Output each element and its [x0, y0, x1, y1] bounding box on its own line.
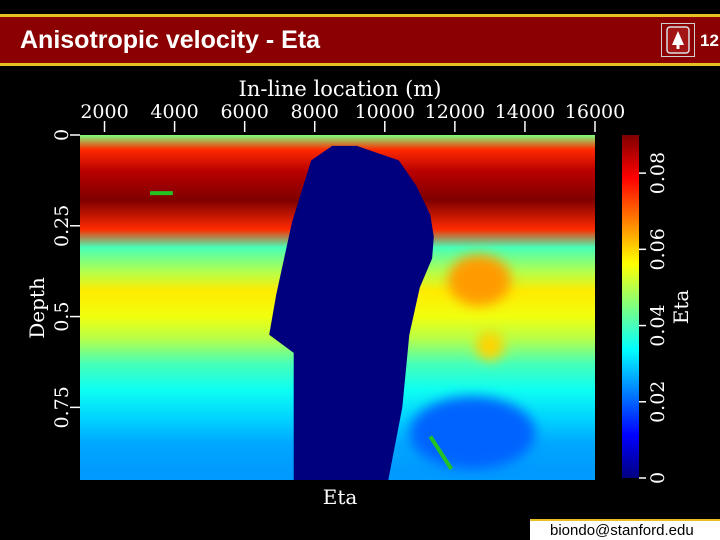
- x-tick-label: 6000: [220, 101, 268, 123]
- footer-email[interactable]: biondo@stanford.edu: [550, 522, 694, 539]
- eta-anomaly: [475, 331, 504, 361]
- colorbar-tick-label: 0: [647, 472, 669, 484]
- colorbar-tick-label: 0.08: [647, 152, 669, 194]
- salt-body-region: [269, 145, 434, 480]
- top-axis-label: In-line location (m): [239, 77, 442, 101]
- colorbar: [622, 135, 639, 478]
- slide-title: Anisotropic velocity - Eta: [20, 26, 321, 54]
- x-axis-ticks: 2000 4000 6000 8000 10000 12000 14000 16000: [80, 101, 625, 132]
- y-tick-label: 0.5: [51, 301, 73, 331]
- annotation-markers: [150, 191, 454, 471]
- slide-number: 12: [700, 31, 719, 50]
- footer-bar: biondo@stanford.edu: [530, 519, 720, 540]
- colorbar-tick-label: 0.06: [647, 228, 669, 270]
- y-tick-label: 0: [51, 129, 73, 141]
- colorbar-ticks: 0 0.02 0.04 0.06 0.08: [639, 152, 669, 484]
- y-axis-ticks: 0 0.25 0.5 0.75: [51, 129, 80, 429]
- y-tick-label: 0.75: [51, 386, 73, 428]
- eta-anomaly: [447, 254, 511, 306]
- stanford-seal-icon: [661, 23, 695, 57]
- x-axis-label: Eta: [323, 485, 358, 509]
- eta-anomaly: [409, 396, 536, 470]
- x-tick-label: 16000: [565, 101, 625, 123]
- marker-line: [428, 435, 454, 471]
- x-tick-label: 14000: [495, 101, 555, 123]
- x-tick-label: 12000: [425, 101, 485, 123]
- colorbar-label: Eta: [669, 290, 693, 325]
- x-tick-label: 10000: [355, 101, 415, 123]
- x-tick-label: 8000: [291, 101, 339, 123]
- title-bar: Anisotropic velocity - Eta 12: [0, 14, 720, 66]
- colorbar-tick-label: 0.04: [647, 304, 669, 346]
- plot-area: [80, 135, 595, 480]
- x-tick-label: 2000: [80, 101, 128, 123]
- x-tick-label: 4000: [150, 101, 198, 123]
- colorbar-tick-label: 0.02: [647, 381, 669, 423]
- y-axis-label: Depth: [25, 277, 49, 339]
- y-tick-label: 0.25: [51, 205, 73, 247]
